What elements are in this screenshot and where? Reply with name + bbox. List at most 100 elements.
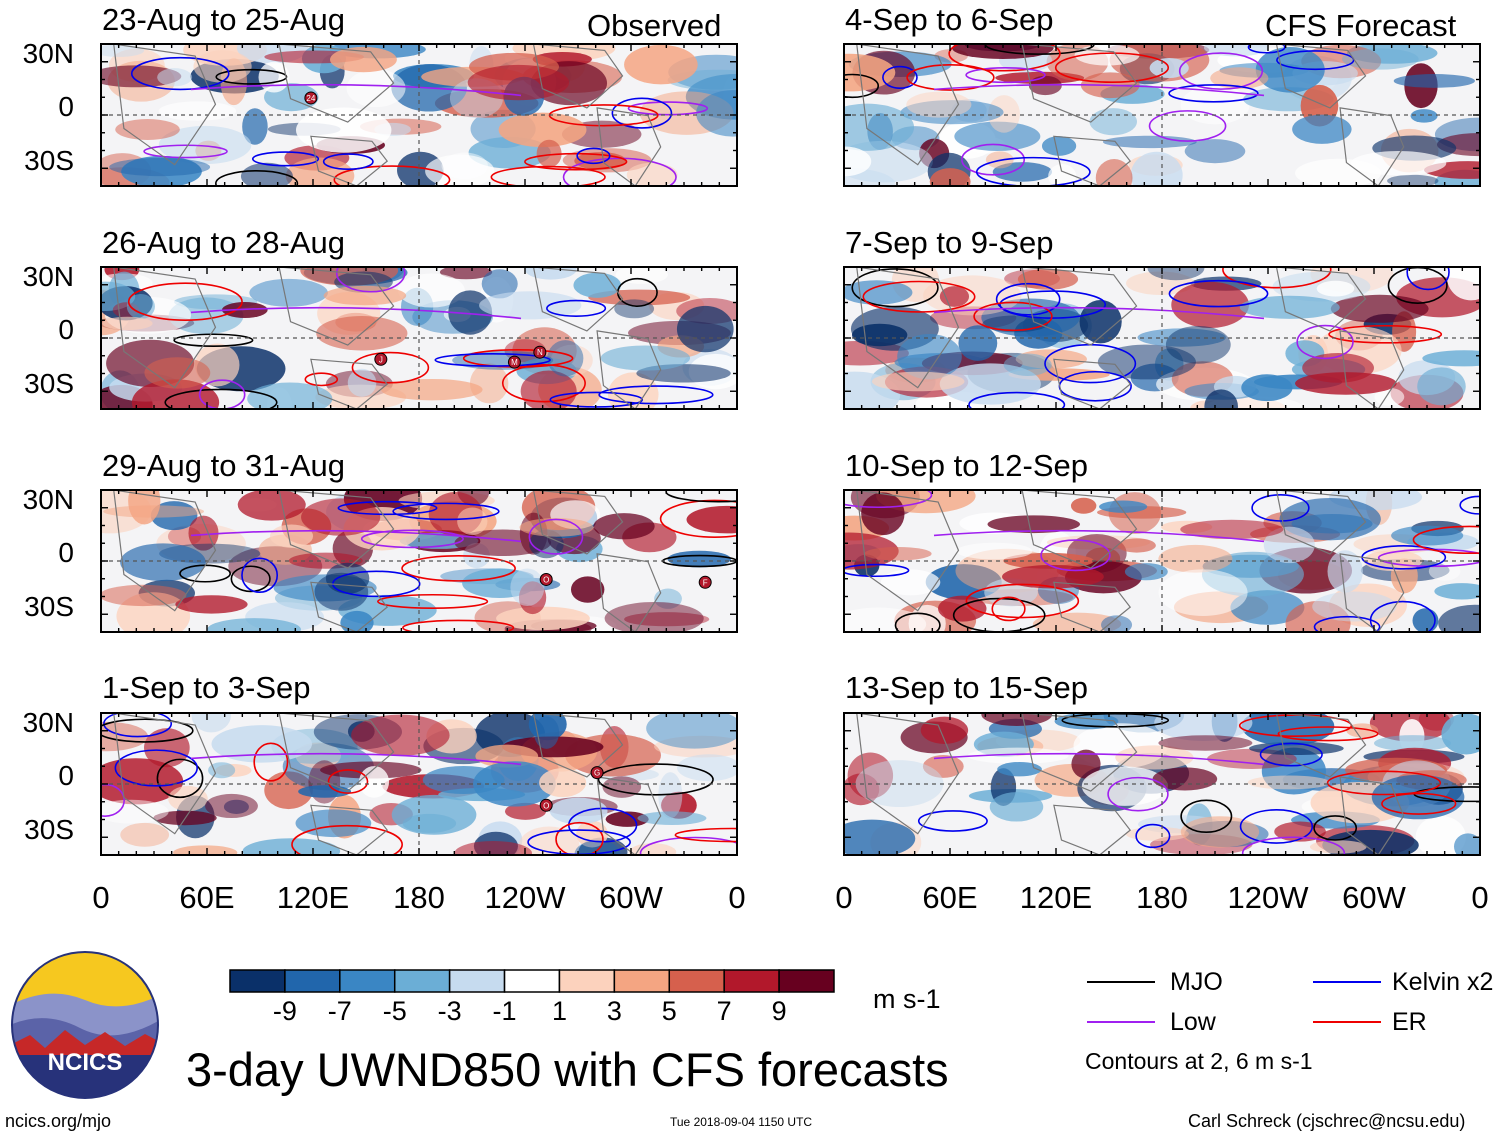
storm-marker: [304, 91, 318, 105]
anomaly-blob: [1095, 159, 1133, 186]
contour-line: [659, 499, 737, 538]
anomaly-blob: [847, 752, 894, 799]
anomaly-blob: [1350, 151, 1447, 176]
footer-credit: Carl Schreck (cjschrec@ncsu.edu): [1188, 1111, 1466, 1131]
contour-line: [674, 827, 737, 843]
anomaly-blob: [1041, 136, 1077, 156]
contour-line: [973, 301, 1053, 332]
contour-line: [999, 290, 1107, 319]
anomaly-blob: [967, 747, 1069, 764]
contour-line: [627, 101, 709, 116]
anomaly-blob: [346, 69, 406, 108]
map-panels: 24 J M N O F O G: [100, 43, 1481, 856]
footer-url[interactable]: ncics.org/mjo: [5, 1111, 112, 1131]
contour-line: [156, 758, 204, 799]
anomaly-blob: [1255, 46, 1325, 93]
contour-line: [524, 152, 628, 171]
anomaly-blob: [956, 542, 1033, 560]
anomaly-blob: [615, 267, 668, 284]
observed-panel-4-title: 1-Sep to 3-Sep: [102, 670, 311, 705]
y-axis-label: 30N: [22, 707, 74, 738]
anomaly-blob: [298, 785, 352, 798]
ncics-logo: NCICS: [11, 951, 159, 1099]
anomaly-blob: [1422, 350, 1480, 367]
contour-line: [894, 612, 941, 632]
contour-line: [1276, 50, 1355, 71]
colorbar-swatch: [229, 969, 286, 993]
low-contour: [190, 83, 522, 97]
anomaly-blob: [1147, 267, 1205, 281]
y-axis-label: 30N: [22, 261, 74, 292]
anomaly-blob: [920, 716, 969, 744]
contour-line: [1135, 823, 1171, 849]
anomaly-blob: [101, 44, 145, 57]
contour-line: [215, 170, 299, 186]
low-contour: [933, 752, 1265, 766]
coastline: [1275, 267, 1367, 332]
anomaly-blob: [115, 119, 180, 140]
figure-title: 3-day UWND850 with CFS forecasts: [186, 1043, 949, 1096]
x-axis-label: 60W: [1342, 880, 1406, 915]
coastline: [1021, 267, 1138, 346]
anomaly-blob: [573, 272, 621, 298]
anomaly-blob: [1210, 67, 1269, 90]
contour-line: [1222, 267, 1332, 289]
anomaly-blob: [1204, 389, 1238, 409]
x-axis-label: 60E: [922, 880, 978, 915]
forecast-panel-4-title: 13-Sep to 15-Sep: [845, 670, 1089, 705]
anomaly-blob: [1101, 615, 1133, 632]
storm-marker: [590, 766, 604, 780]
anomaly-blob: [1438, 604, 1480, 632]
x-axis-label: 0: [1471, 880, 1489, 915]
anomaly-blob: [1003, 552, 1094, 569]
anomaly-blob: [120, 543, 206, 582]
anomaly-blob: [1434, 583, 1480, 600]
anomaly-blob: [1247, 775, 1330, 790]
coastline: [278, 490, 395, 569]
contour-line: [1381, 792, 1457, 815]
anomaly-blob: [637, 811, 707, 825]
anomaly-blob: [325, 562, 370, 594]
anomaly-blob: [323, 285, 407, 306]
anomaly-blob: [467, 64, 570, 101]
anomaly-blob: [628, 843, 677, 855]
forecast-map-3: [843, 489, 1481, 633]
low-contour: [933, 83, 1265, 97]
coastline: [856, 44, 960, 166]
contour-line: [291, 824, 403, 855]
anomaly-blob: [102, 316, 153, 331]
anomaly-blob: [1316, 280, 1355, 297]
contour-line: [1251, 494, 1310, 522]
anomaly-blob: [605, 811, 649, 827]
colorbar-swatch: [503, 969, 561, 993]
coastline: [856, 490, 960, 612]
colorbar-swatch: [558, 969, 616, 993]
colorbar-swatch: [723, 969, 780, 993]
anomaly-blob: [1115, 745, 1194, 770]
anomaly-blob: [1158, 544, 1233, 573]
anomaly-blob: [626, 162, 678, 186]
y-axis-label: 0: [58, 91, 74, 122]
coastline: [113, 490, 217, 612]
contour-line: [948, 44, 1061, 72]
anomaly-blob: [1117, 538, 1156, 553]
anomaly-blob: [242, 108, 268, 145]
contour-line: [198, 379, 246, 409]
contour-line: [127, 282, 243, 322]
contour-line: [143, 144, 228, 159]
anomaly-blob: [295, 107, 392, 153]
anomaly-blob: [359, 766, 390, 798]
anomaly-blob: [844, 280, 913, 305]
coastline: [596, 553, 662, 632]
anomaly-blob: [1417, 367, 1466, 406]
anomaly-blob: [1387, 174, 1439, 186]
contour-line: [995, 282, 1061, 316]
contour-line: [434, 353, 551, 367]
anomaly-blob: [844, 607, 927, 632]
y-axis-label: 30S: [24, 814, 74, 845]
anomaly-blob: [237, 490, 306, 521]
anomaly-blob: [988, 95, 1020, 133]
x-axis-label: 0: [835, 880, 853, 915]
anomaly-blob: [992, 162, 1053, 182]
anomaly-blob: [422, 765, 505, 795]
